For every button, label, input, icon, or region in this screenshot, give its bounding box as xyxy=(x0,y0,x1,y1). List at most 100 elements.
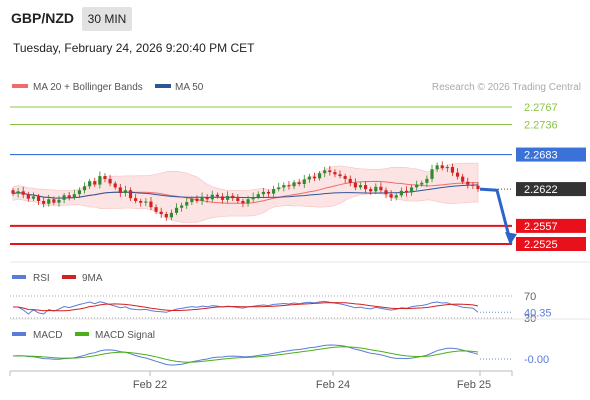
price-levels xyxy=(10,106,512,245)
candle-body xyxy=(67,195,71,198)
candle-body xyxy=(409,187,414,193)
candle-body xyxy=(11,190,15,194)
candle-body xyxy=(358,185,363,188)
forecast-arrowhead xyxy=(505,232,517,245)
level-label-3: 2.2622 xyxy=(524,184,558,196)
macd-last-label: -0.00 xyxy=(524,354,549,366)
candle-body xyxy=(389,194,393,198)
candle-body xyxy=(185,202,189,206)
candle-body xyxy=(195,198,199,201)
candle-body xyxy=(72,194,76,198)
bollinger-bands xyxy=(12,162,479,223)
level-label-box-5 xyxy=(516,237,586,251)
macd-lines: -0.00 xyxy=(12,344,549,366)
candle-body xyxy=(287,185,291,187)
x-tick-label-feb25: Feb 25 xyxy=(457,379,491,391)
candle-body xyxy=(343,176,347,179)
candle-body xyxy=(134,198,138,201)
candle-body xyxy=(374,186,378,192)
candle-body xyxy=(47,199,51,204)
rsi-ma-legend-swatch xyxy=(62,275,76,279)
bollinger-band-area xyxy=(12,162,479,223)
candle-body xyxy=(36,196,41,201)
candles xyxy=(11,161,480,221)
level-label-0: 2.2767 xyxy=(524,102,558,114)
candle-body xyxy=(180,205,184,208)
macd-signal-legend-label: MACD Signal xyxy=(95,330,155,341)
candle-body xyxy=(169,212,173,218)
ma50-legend-label: MA 50 xyxy=(175,82,204,93)
candle-body xyxy=(108,178,112,184)
candle-body xyxy=(466,181,470,185)
ma20-legend-swatch xyxy=(12,84,28,88)
candle-body xyxy=(318,173,322,179)
candle-body xyxy=(261,191,265,195)
candle-body xyxy=(328,170,332,173)
candle-body xyxy=(159,211,163,214)
candle-body xyxy=(220,196,225,200)
level-label-4: 2.2557 xyxy=(524,221,558,233)
candle-body xyxy=(302,179,306,184)
candle-body xyxy=(272,189,276,194)
candle-body xyxy=(323,170,327,174)
forecast-path xyxy=(479,187,513,245)
candle-body xyxy=(430,169,434,179)
x-tick-label-feb22: Feb 22 xyxy=(133,379,167,391)
macd-signal-line xyxy=(12,346,479,363)
candle-body xyxy=(26,194,30,199)
x-axis: Feb 22 Feb 24 Feb 25 xyxy=(9,370,513,391)
candle-body xyxy=(21,191,25,195)
candle-body xyxy=(282,185,286,188)
timeframe-badge[interactable]: 30 MIN xyxy=(82,7,132,31)
ma50-legend-swatch xyxy=(155,84,171,88)
candle-body xyxy=(353,182,357,188)
candle-body xyxy=(164,213,168,218)
candle-body xyxy=(292,182,296,187)
price-panel: MA 20 + Bollinger Bands MA 50 Research ©… xyxy=(10,82,590,263)
candle-body xyxy=(399,190,403,196)
candle-body xyxy=(425,178,429,183)
candle-body xyxy=(215,194,219,197)
rsi-line xyxy=(13,300,479,315)
candle-body xyxy=(231,195,235,199)
candle-body xyxy=(139,200,143,203)
level-label-2: 2.2683 xyxy=(524,150,558,162)
rsi-level-label-0: 70 xyxy=(524,291,536,303)
candle-body xyxy=(363,185,368,190)
macd-line xyxy=(12,344,479,366)
candle-body xyxy=(236,198,240,201)
candle-body xyxy=(333,172,337,175)
candle-body xyxy=(471,184,475,186)
datetime-label: Tuesday, February 24, 2026 9:20:40 PM CE… xyxy=(13,41,255,55)
candle-body xyxy=(450,167,455,173)
candle-body xyxy=(455,172,460,177)
candle-body xyxy=(251,197,255,200)
candle-body xyxy=(200,197,204,201)
candle-body xyxy=(113,183,117,188)
rsi-ma-line xyxy=(13,302,479,312)
level-label-box-2 xyxy=(516,147,586,162)
candle-body xyxy=(123,190,128,194)
candle-body xyxy=(128,190,133,199)
level-labels: 2.2767 2.2736 2.2683 2.2622 2.2557 2.2525 xyxy=(516,102,586,251)
candle-body xyxy=(93,181,97,185)
candle-body xyxy=(415,184,419,188)
rsi-ma-legend-label: 9MA xyxy=(82,273,103,284)
candle-body xyxy=(190,198,194,203)
candle-body xyxy=(307,176,311,180)
candle-body xyxy=(205,197,209,200)
candle-body xyxy=(312,176,317,179)
macd-legend-swatch xyxy=(12,332,26,336)
level-label-5: 2.2525 xyxy=(524,239,558,251)
candle-body xyxy=(379,186,383,191)
candle-body xyxy=(88,181,92,187)
candle-body xyxy=(338,174,342,177)
candle-body xyxy=(435,165,439,170)
macd-legend-label: MACD xyxy=(33,330,62,341)
candle-body xyxy=(277,187,281,190)
candle-body xyxy=(98,176,102,185)
candle-body xyxy=(31,196,36,199)
candle-body xyxy=(52,199,56,203)
candle-body xyxy=(154,207,158,212)
